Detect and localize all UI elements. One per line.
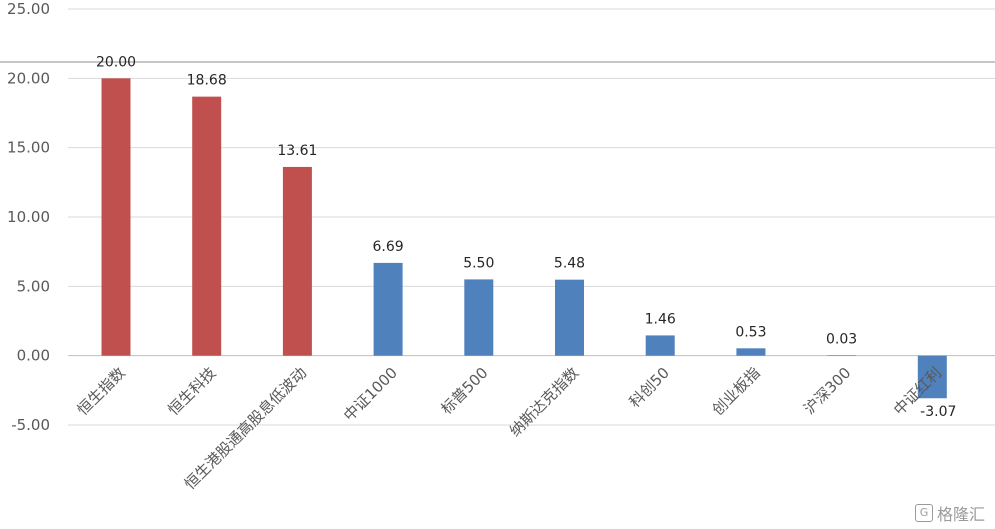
y-tick-label: -5.00 [11,416,50,434]
y-tick-label: 15.00 [7,139,50,157]
y-tick-label: 20.00 [7,69,50,87]
bar [917,355,947,399]
category-label: 沪深300 [800,364,854,418]
category-label: 标普500 [437,364,491,418]
watermark-logo-icon: G [914,504,933,522]
category-label: 纳斯达克指数 [506,364,582,440]
y-tick-label: 5.00 [17,277,50,295]
data-label: 13.61 [277,143,317,159]
data-label: 0.03 [826,331,857,347]
data-label: 18.68 [187,73,227,89]
bar [645,335,675,356]
watermark: G 格隆汇 [914,501,985,525]
y-tick-label: 25.00 [7,0,50,18]
data-labels: 20.00 18.68 13.61 6.69 5.50 5.48 1.46 0.53 0.03 -… [96,54,956,420]
data-label: -3.07 [920,404,956,420]
gridlines [68,8,995,426]
category-label: 恒生指数 [74,364,129,419]
y-axis: 25.00 20.00 15.00 10.00 5.00 0.00 -5.00 [7,0,50,434]
bars [101,78,947,399]
y-tick-label: 0.00 [17,347,50,365]
data-label: 6.69 [373,239,404,255]
bar [192,96,222,356]
data-label: 0.53 [735,324,766,340]
category-label: 创业板指 [709,364,764,419]
data-label: 5.50 [463,255,494,271]
data-label: 5.48 [554,256,585,272]
watermark-text: 格隆汇 [936,505,985,524]
y-tick-label: 10.00 [7,208,50,226]
bar [464,279,494,356]
bar [101,78,131,356]
category-label: 恒生科技 [164,364,219,419]
bar [555,279,584,356]
bar [282,166,312,356]
category-label: 科创50 [626,364,673,411]
data-label: 20.00 [96,54,136,70]
bar [736,348,766,356]
bar [827,355,857,356]
bar [373,262,403,356]
category-label: 中证1000 [340,364,401,425]
data-label: 1.46 [645,311,676,327]
